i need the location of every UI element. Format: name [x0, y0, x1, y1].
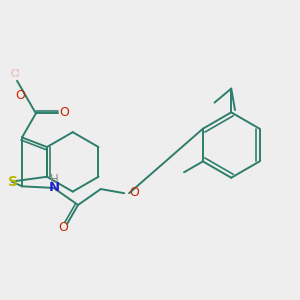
Text: O: O — [11, 69, 20, 79]
Text: O: O — [58, 221, 68, 234]
Text: H: H — [50, 172, 59, 185]
Text: S: S — [8, 175, 18, 188]
Text: O: O — [60, 106, 70, 119]
Text: O: O — [15, 89, 25, 102]
Text: O: O — [129, 186, 139, 199]
Text: N: N — [49, 182, 60, 194]
Text: O: O — [11, 69, 20, 79]
